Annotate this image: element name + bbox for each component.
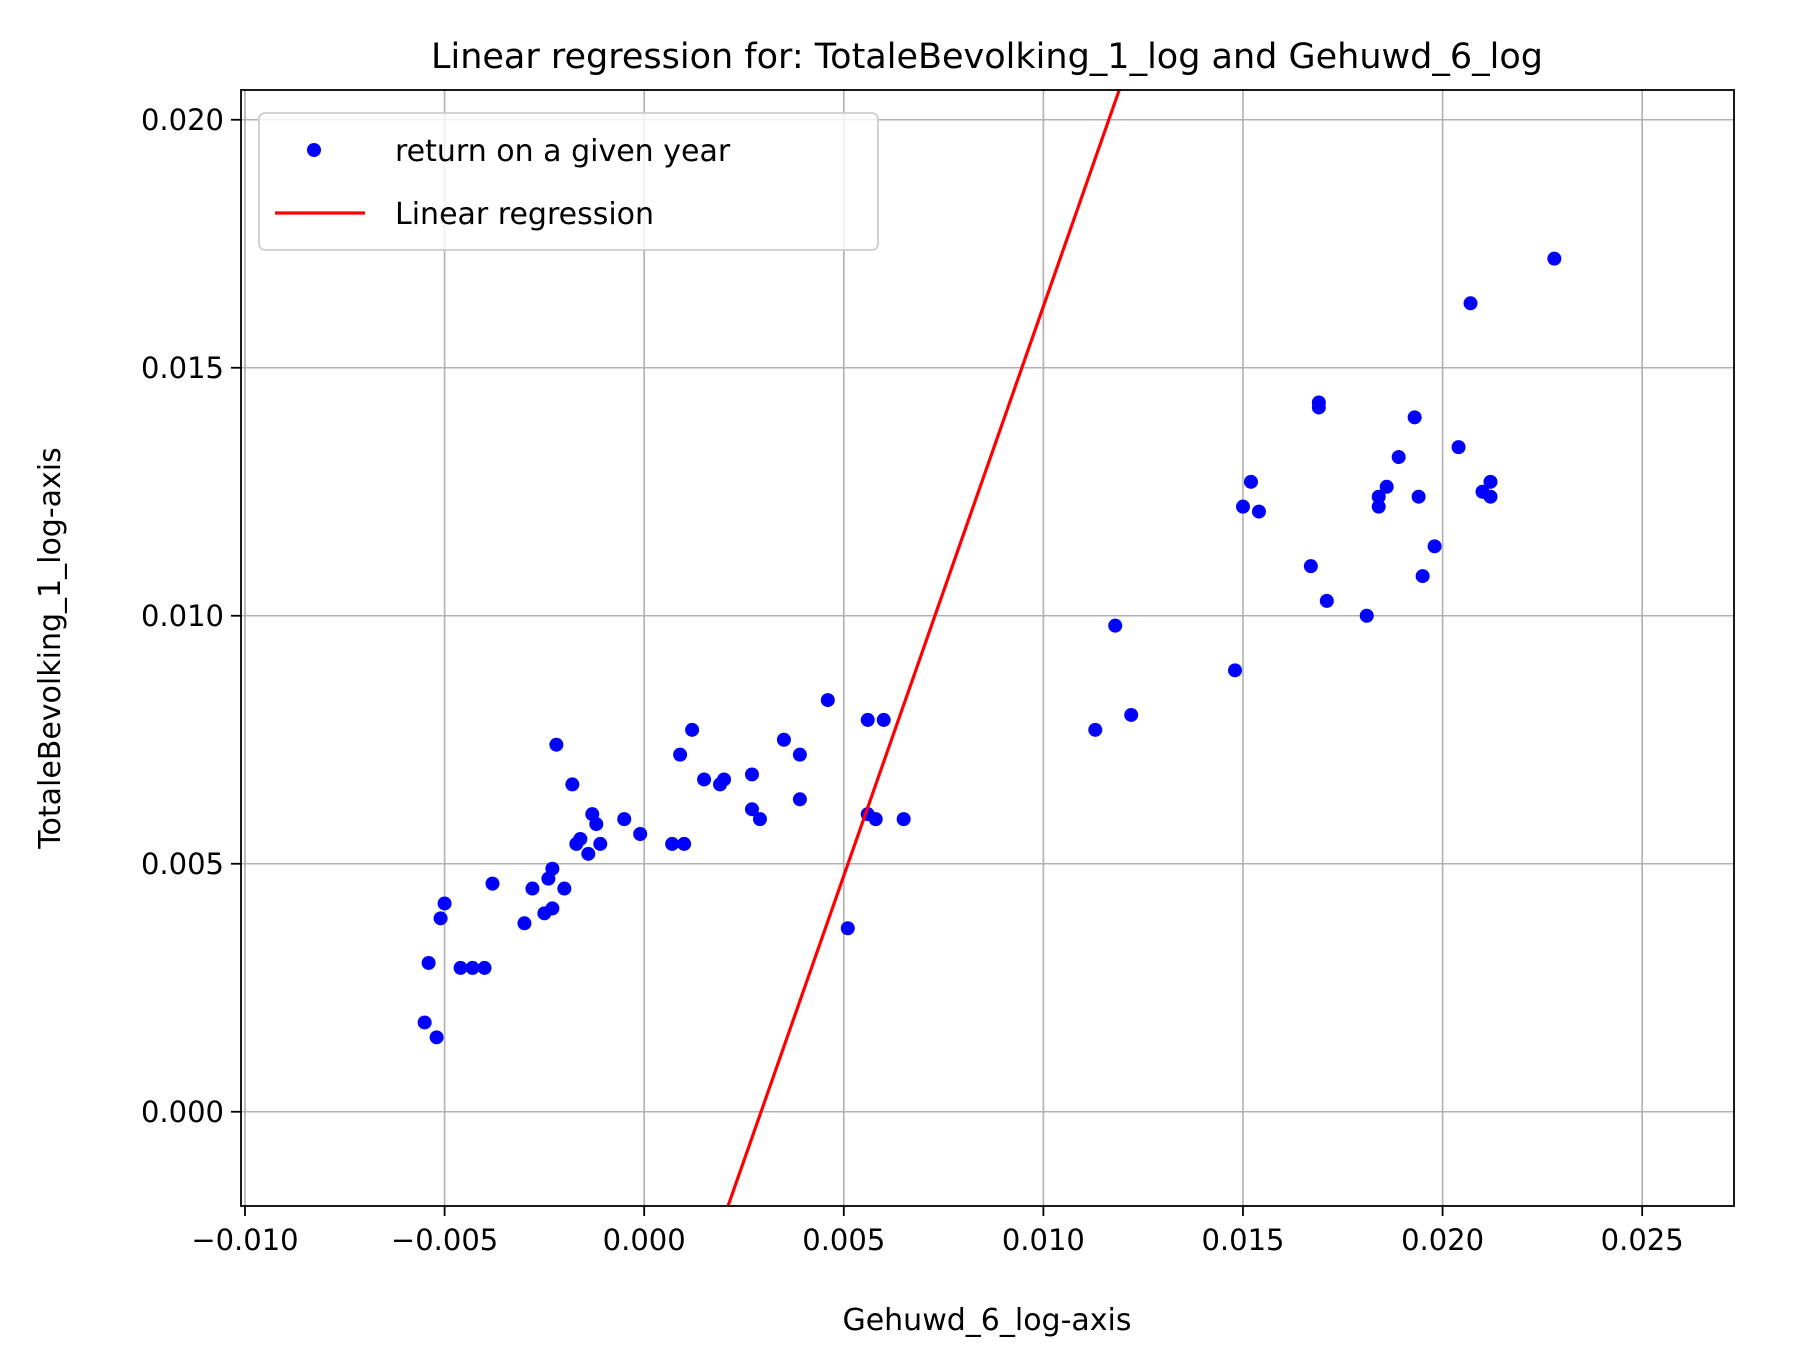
scatter-point bbox=[673, 747, 688, 762]
plot-frame bbox=[240, 89, 1735, 1207]
scatter-point bbox=[1547, 251, 1562, 266]
scatter-point bbox=[1371, 489, 1386, 504]
scatter-point bbox=[697, 772, 712, 787]
x-tick-label: 0.000 bbox=[603, 1223, 686, 1257]
y-tick-label: 0.015 bbox=[141, 351, 224, 385]
scatter-point bbox=[437, 896, 452, 911]
scatter-point bbox=[593, 836, 608, 851]
scatter-point bbox=[717, 772, 732, 787]
scatter-point bbox=[792, 792, 807, 807]
scatter-point bbox=[545, 901, 560, 916]
x-tick-label: 0.005 bbox=[802, 1223, 885, 1257]
scatter-point bbox=[1407, 410, 1422, 425]
chart-title: Linear regression for: TotaleBevolking_1… bbox=[431, 37, 1543, 77]
scatter-point bbox=[1371, 499, 1386, 514]
x-tick-label: −0.005 bbox=[391, 1223, 498, 1257]
scatter-point bbox=[557, 881, 572, 896]
scatter-point bbox=[752, 812, 767, 827]
x-tick-label: 0.025 bbox=[1601, 1223, 1684, 1257]
scatter-point bbox=[744, 767, 759, 782]
scatter-point bbox=[840, 921, 855, 936]
scatter-point bbox=[1303, 559, 1318, 574]
y-tick-label: 0.000 bbox=[141, 1095, 224, 1129]
scatter-point bbox=[421, 955, 436, 970]
scatter-point bbox=[1235, 499, 1250, 514]
scatter-point bbox=[677, 836, 692, 851]
legend-box bbox=[258, 112, 879, 251]
scatter-point bbox=[1311, 395, 1326, 410]
x-tick-label: −0.010 bbox=[191, 1223, 298, 1257]
scatter-point bbox=[1415, 569, 1430, 584]
scatter-point bbox=[581, 846, 596, 861]
scatter-point bbox=[589, 817, 604, 832]
scatter-point bbox=[896, 812, 911, 827]
scatter-point bbox=[1088, 722, 1103, 737]
legend-label-regression: Linear regression bbox=[395, 197, 654, 232]
scatter-point bbox=[1483, 474, 1498, 489]
scatter-point bbox=[549, 737, 564, 752]
legend-scatter-marker bbox=[307, 143, 321, 157]
scatter-point bbox=[1379, 479, 1394, 494]
scatter-point bbox=[573, 831, 588, 846]
scatter-point bbox=[1228, 663, 1243, 678]
scatter-point bbox=[744, 802, 759, 817]
scatter-point bbox=[453, 960, 468, 975]
scatter-point bbox=[465, 960, 480, 975]
y-tick-label: 0.020 bbox=[141, 103, 224, 137]
scatter-point bbox=[545, 861, 560, 876]
legend-label-scatter: return on a given year bbox=[395, 134, 731, 169]
scatter-point bbox=[417, 1015, 432, 1030]
scatter-point bbox=[1251, 504, 1266, 519]
scatter-point bbox=[1483, 489, 1498, 504]
scatter-point bbox=[617, 812, 632, 827]
scatter-point bbox=[1108, 618, 1123, 633]
scatter-point bbox=[1243, 474, 1258, 489]
scatter-point bbox=[776, 732, 791, 747]
legend: return on a given year Linear regression bbox=[258, 112, 879, 251]
plot-data bbox=[417, 90, 1562, 1206]
scatter-point bbox=[665, 836, 680, 851]
scatter-point bbox=[1124, 707, 1139, 722]
axis-ticks bbox=[231, 118, 1644, 1216]
scatter-point bbox=[868, 812, 883, 827]
axis-tick-labels: −0.010 −0.005 0.000 0.005 0.010 0.015 0.020 0.0… bbox=[141, 103, 1684, 1257]
scatter-point bbox=[1319, 593, 1334, 608]
scatter-series bbox=[417, 251, 1562, 1045]
scatter-point bbox=[477, 960, 492, 975]
scatter-point bbox=[565, 777, 580, 792]
scatter-point bbox=[860, 712, 875, 727]
scatter-point bbox=[525, 881, 540, 896]
scatter-point bbox=[433, 911, 448, 926]
scatter-point bbox=[1451, 440, 1466, 455]
scatter-point bbox=[820, 693, 835, 708]
scatter-point bbox=[633, 827, 648, 841]
scatter-point bbox=[1391, 450, 1406, 465]
scatter-point bbox=[792, 747, 807, 762]
scatter-point bbox=[1359, 608, 1374, 623]
y-tick-label: 0.005 bbox=[141, 847, 224, 881]
regression-line bbox=[726, 90, 1121, 1206]
grid-lines bbox=[241, 90, 1734, 1206]
scatter-point bbox=[429, 1030, 444, 1045]
scatter-point bbox=[517, 916, 532, 931]
x-tick-label: 0.015 bbox=[1201, 1223, 1284, 1257]
y-axis-label: TotaleBevolking_1_log-axis bbox=[33, 447, 68, 850]
scatter-point bbox=[1427, 539, 1442, 554]
x-axis-label: Gehuwd_6_log-axis bbox=[842, 1303, 1131, 1338]
scatter-point bbox=[1411, 489, 1426, 504]
y-tick-label: 0.010 bbox=[141, 599, 224, 633]
x-tick-label: 0.010 bbox=[1002, 1223, 1085, 1257]
plot-area-background bbox=[241, 90, 1734, 1206]
scatter-point bbox=[1463, 296, 1478, 311]
scatter-point bbox=[485, 876, 500, 891]
x-tick-label: 0.020 bbox=[1401, 1223, 1484, 1257]
scatter-point bbox=[685, 722, 700, 737]
scatter-point bbox=[876, 712, 891, 727]
